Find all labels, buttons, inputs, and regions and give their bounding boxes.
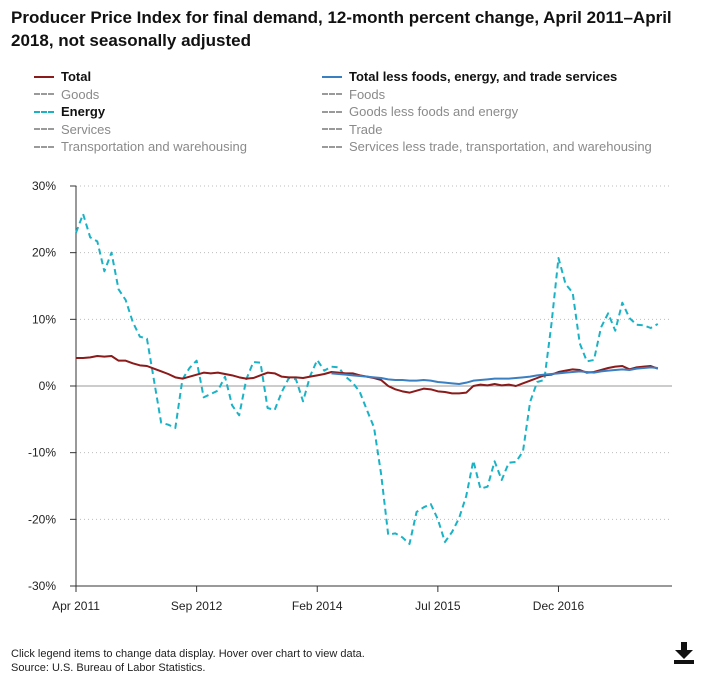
series-line-total-less-foods-energy-and-trade-services[interactable] — [331, 366, 658, 385]
y-tick-label: 10% — [32, 312, 56, 326]
footer: Click legend items to change data displa… — [11, 647, 365, 675]
y-tick-label: -20% — [28, 512, 56, 526]
legend-label: Total less foods, energy, and trade serv… — [349, 69, 618, 84]
x-tick-label: Sep 2012 — [171, 599, 223, 613]
legend-label: Services less trade, transportation, and… — [349, 139, 652, 154]
legend-item[interactable]: Trade — [322, 121, 382, 138]
legend-swatch — [322, 128, 342, 130]
line-chart[interactable]: 30% 20% 10% 0% -10% -20% -30% Apr 2011 Sep 2012 F… — [0, 170, 725, 620]
y-tick-label: -30% — [28, 579, 56, 593]
legend-swatch — [322, 75, 342, 78]
legend-item[interactable]: Energy — [34, 103, 105, 120]
legend-label: Transportation and warehousing — [61, 139, 247, 154]
y-tick-label: 20% — [32, 246, 56, 260]
legend-label: Energy — [61, 104, 106, 119]
legend-swatch — [34, 93, 54, 95]
legend-item[interactable]: Services less trade, transportation, and… — [322, 138, 652, 155]
x-tick-label: Jul 2015 — [415, 599, 461, 613]
x-tick-label: Feb 2014 — [292, 599, 343, 613]
y-tick-label: -10% — [28, 446, 56, 460]
legend-item[interactable]: Services — [34, 121, 111, 138]
download-icon[interactable] — [672, 640, 696, 666]
legend-item[interactable]: Total — [34, 68, 91, 85]
legend-swatch — [34, 75, 54, 78]
series-line-energy[interactable] — [75, 213, 659, 545]
legend-label: Services — [61, 121, 111, 137]
legend-swatch — [34, 145, 54, 148]
footer-note: Click legend items to change data displa… — [11, 648, 365, 660]
legend-label: Foods — [349, 86, 386, 102]
legend-label: Total — [61, 69, 92, 84]
legend-item[interactable]: Total less foods, energy, and trade serv… — [322, 68, 617, 85]
y-tick-label: 0% — [39, 379, 57, 393]
legend-label: Goods less foods and energy — [349, 104, 519, 119]
legend-label: Goods — [61, 86, 100, 102]
footer-source: Source: U.S. Bureau of Labor Statistics. — [11, 662, 206, 674]
legend-label: Trade — [349, 121, 383, 137]
legend-swatch — [322, 145, 342, 148]
legend-swatch — [322, 93, 342, 95]
legend-swatch — [34, 128, 54, 130]
legend: Total Total less foods, energy, and trade… — [34, 68, 694, 160]
legend-item[interactable]: Goods — [34, 86, 99, 103]
legend-swatch — [322, 110, 342, 113]
x-tick-label: Apr 2011 — [52, 599, 100, 613]
series-line-total[interactable] — [76, 355, 659, 395]
chart-title: Producer Price Index for final demand, 1… — [11, 8, 672, 50]
y-tick-label: 30% — [32, 179, 56, 193]
legend-item[interactable]: Foods — [322, 86, 385, 103]
legend-item[interactable]: Goods less foods and energy — [322, 103, 518, 120]
x-tick-label: Dec 2016 — [533, 599, 585, 613]
legend-item[interactable]: Transportation and warehousing — [34, 138, 247, 155]
legend-swatch — [34, 110, 54, 113]
